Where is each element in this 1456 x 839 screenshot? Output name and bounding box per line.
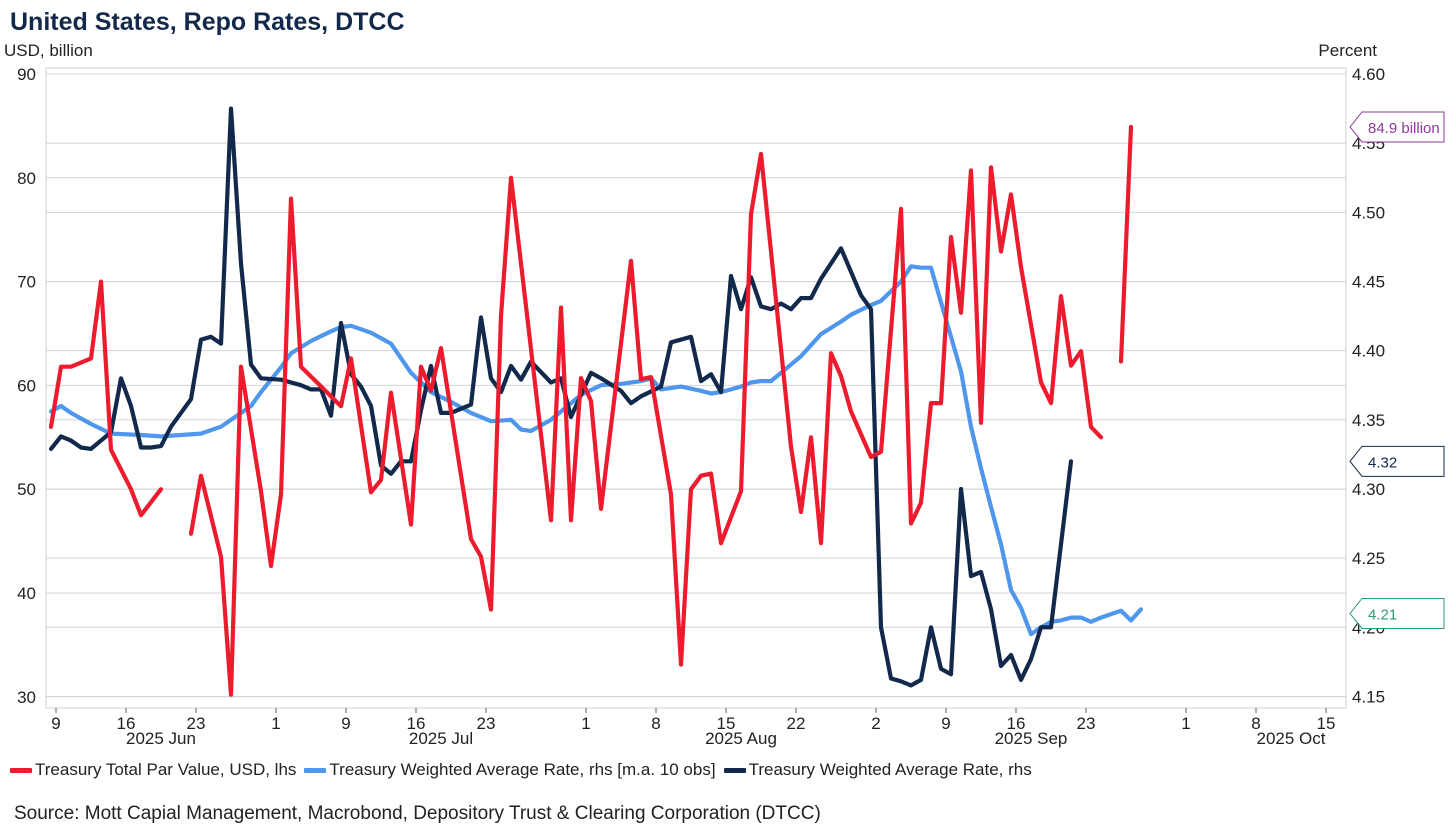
legend-swatch-red xyxy=(10,767,32,773)
x-tick-label: 23 xyxy=(1077,714,1096,733)
y-left-tick-label: 50 xyxy=(17,480,36,499)
end-label-text: 4.21 xyxy=(1368,606,1397,623)
end-label-box-2 xyxy=(1349,597,1445,629)
y-left-tick-label: 90 xyxy=(17,65,36,84)
end-label-text: 4.32 xyxy=(1368,454,1397,471)
x-tick-label: 16 xyxy=(117,714,136,733)
legend-swatch-navy xyxy=(723,767,746,773)
y-right-tick-label: 4.35 xyxy=(1352,411,1385,430)
series-line-0-seg-2 xyxy=(1118,124,1134,364)
x-tick-label: 8 xyxy=(1251,714,1260,733)
series-line-0-seg-1 xyxy=(188,151,1104,697)
legend-item-par-value: Treasury Total Par Value, USD, lhs xyxy=(10,760,296,780)
x-month-label: 2025 Sep xyxy=(995,729,1068,748)
y-right-tick-label: 4.25 xyxy=(1352,549,1385,568)
y-right-tick-label: 4.30 xyxy=(1352,480,1385,499)
plot-frame xyxy=(45,67,1347,709)
x-tick-label: 15 xyxy=(717,714,736,733)
series-line-0-seg-0 xyxy=(48,279,164,518)
left-axis-unit: USD, billion xyxy=(4,41,93,60)
x-tick-label: 22 xyxy=(787,714,806,733)
y-right-tick-label: 4.40 xyxy=(1352,342,1385,361)
series-line-1-seg-0 xyxy=(48,264,1144,637)
legend-item-rate-ma: Treasury Weighted Average Rate, rhs [m.a… xyxy=(304,760,716,780)
x-month-label: 2025 Oct xyxy=(1257,729,1326,748)
x-month-label: 2025 Jul xyxy=(409,729,473,748)
x-month-label: 2025 Jun xyxy=(126,729,196,748)
y-right-tick-label: 4.15 xyxy=(1352,687,1385,706)
end-label-box-1 xyxy=(1349,445,1445,477)
y-left-tick-label: 80 xyxy=(17,169,36,188)
x-tick-label: 1 xyxy=(581,714,590,733)
y-left-tick-label: 70 xyxy=(17,273,36,292)
x-tick-label: 16 xyxy=(407,714,426,733)
x-month-label: 2025 Aug xyxy=(705,729,777,748)
legend-item-rate: Treasury Weighted Average Rate, rhs xyxy=(723,760,1032,780)
legend-label-rate-ma: Treasury Weighted Average Rate, rhs [m.a… xyxy=(329,760,716,779)
x-tick-label: 23 xyxy=(477,714,496,733)
chart-title: United States, Repo Rates, DTCC xyxy=(10,8,405,36)
y-left-tick-label: 40 xyxy=(17,584,36,603)
x-tick-label: 1 xyxy=(271,714,280,733)
x-tick-label: 9 xyxy=(341,714,350,733)
y-left-tick-label: 60 xyxy=(17,376,36,395)
source-note: Source: Mott Capial Management, Macrobon… xyxy=(14,803,821,824)
x-tick-label: 2 xyxy=(871,714,880,733)
right-axis-unit: Percent xyxy=(1318,41,1377,60)
x-tick-label: 8 xyxy=(651,714,660,733)
x-tick-label: 9 xyxy=(51,714,60,733)
x-tick-label: 9 xyxy=(941,714,950,733)
legend-label-rate: Treasury Weighted Average Rate, rhs xyxy=(748,760,1032,779)
series-line-2-seg-0 xyxy=(48,106,1074,688)
legend-label-par-value: Treasury Total Par Value, USD, lhs xyxy=(35,760,297,779)
x-tick-label: 1 xyxy=(1181,714,1190,733)
x-tick-label: 23 xyxy=(187,714,206,733)
x-tick-label: 16 xyxy=(1007,714,1026,733)
legend-swatch-light-blue xyxy=(304,767,327,773)
legend: Treasury Total Par Value, USD, lhs Treas… xyxy=(10,760,1040,780)
repo-rates-chart: 304050607080904.154.204.254.304.354.404.… xyxy=(17,65,1445,748)
y-right-tick-label: 4.60 xyxy=(1352,65,1385,84)
y-right-tick-label: 4.50 xyxy=(1352,203,1385,222)
end-label-text: 84.9 billion xyxy=(1368,120,1440,137)
x-tick-label: 15 xyxy=(1317,714,1336,733)
end-label-box-0 xyxy=(1349,111,1445,143)
y-right-tick-label: 4.45 xyxy=(1352,272,1385,291)
y-left-tick-label: 30 xyxy=(17,688,36,707)
